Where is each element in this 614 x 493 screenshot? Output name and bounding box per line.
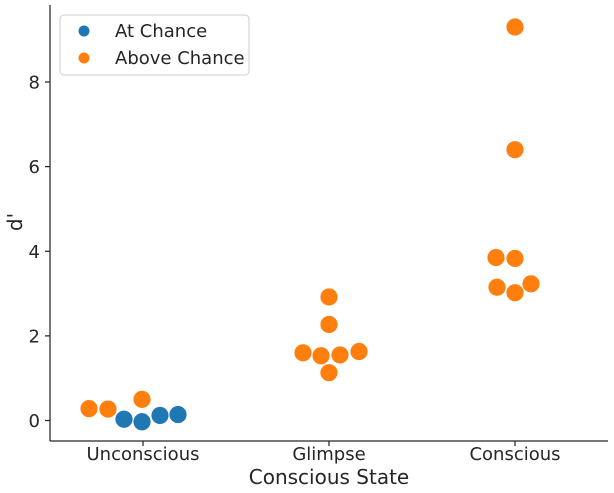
y-tick-label: 8 — [29, 73, 40, 94]
legend: At Chance Above Chance — [59, 14, 250, 76]
data-point-above-chance — [79, 399, 99, 419]
data-point-above-chance — [505, 283, 525, 303]
data-point-above-chance — [349, 342, 369, 361]
data-point-above-chance — [486, 248, 506, 267]
data-point-at-chance — [150, 406, 170, 425]
y-tick-label: 0 — [29, 411, 40, 432]
legend-marker-above-chance — [78, 52, 90, 64]
data-point-above-chance — [319, 363, 339, 383]
data-point-above-chance — [330, 345, 350, 365]
data-point-above-chance — [293, 343, 313, 363]
data-point-above-chance — [505, 249, 525, 268]
data-point-at-chance — [114, 409, 134, 429]
data-point-above-chance — [311, 346, 331, 366]
y-tick-label: 2 — [29, 326, 40, 347]
y-axis-label: d' — [3, 213, 27, 231]
data-points — [79, 17, 541, 432]
legend-box — [59, 14, 250, 76]
legend-label-at-chance: At Chance — [115, 21, 207, 42]
data-point-above-chance — [98, 399, 118, 419]
data-point-above-chance — [132, 389, 152, 409]
y-tick-label: 4 — [29, 242, 40, 263]
data-point-above-chance — [505, 140, 525, 160]
y-tick-label: 6 — [29, 157, 40, 178]
x-tick-label-unconscious: Unconscious — [87, 444, 200, 465]
data-point-above-chance — [319, 315, 339, 334]
legend-label-above-chance: Above Chance — [115, 48, 245, 69]
data-point-above-chance — [505, 17, 525, 37]
data-point-above-chance — [319, 287, 339, 307]
y-ticks: 0 2 4 6 8 — [29, 73, 50, 432]
x-axis-label: Conscious State — [249, 465, 409, 489]
legend-marker-at-chance — [78, 25, 90, 37]
data-point-at-chance — [132, 412, 152, 432]
data-point-above-chance — [487, 277, 507, 297]
data-point-at-chance — [168, 405, 188, 424]
x-ticks: Unconscious Glimpse Conscious — [87, 441, 561, 465]
x-tick-label-glimpse: Glimpse — [292, 444, 365, 465]
data-point-above-chance — [521, 274, 541, 294]
x-tick-label-conscious: Conscious — [469, 444, 560, 465]
